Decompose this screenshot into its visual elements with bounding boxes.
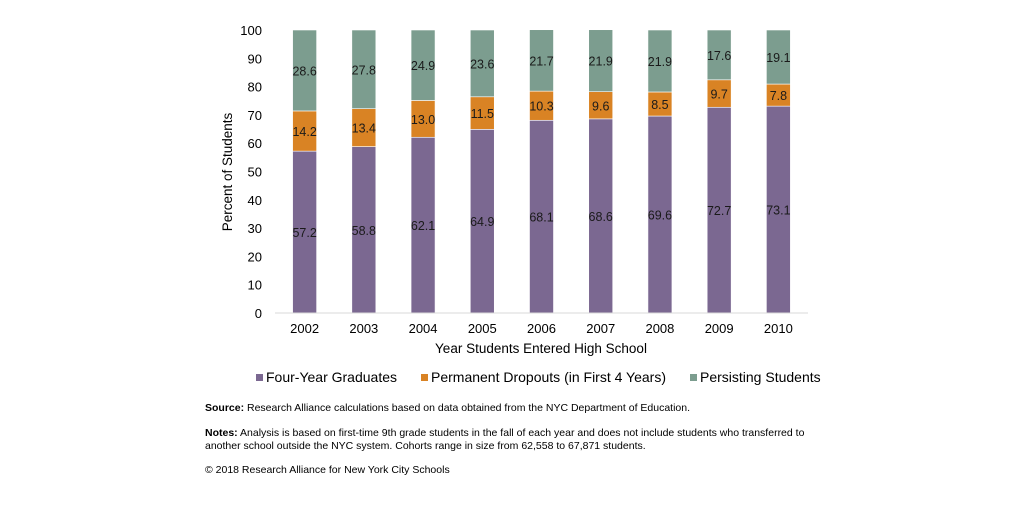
source-label: Source:	[205, 402, 245, 414]
legend: Four-Year Graduates Permanent Dropouts (i…	[256, 369, 845, 385]
notes-text: Analysis is based on first-time 9th grad…	[205, 427, 805, 452]
stacked-bar-chart: 0 10 20 30 40 50 60 70 80 90 100 57.2 14.2 28.6 58.8 1…	[220, 23, 808, 356]
bar-segment	[706, 79, 732, 108]
data-label: 21.7	[529, 54, 553, 68]
data-label: 17.6	[707, 49, 731, 63]
legend-label: Persisting Students	[700, 369, 821, 385]
data-label: 62.1	[411, 219, 435, 233]
data-label: 73.1	[766, 204, 790, 218]
data-label: 23.6	[470, 57, 494, 71]
data-label: 68.1	[529, 211, 553, 225]
bar-segment	[588, 91, 614, 120]
bar-segment	[292, 29, 317, 112]
y-tick-label: 10	[248, 278, 262, 293]
data-label: 27.8	[352, 63, 376, 77]
y-axis-title: Percent of Students	[220, 112, 235, 231]
x-tick-label: 2006	[527, 321, 556, 336]
legend-swatch	[421, 373, 428, 381]
bar-segment	[292, 150, 317, 314]
data-label: 69.6	[648, 209, 672, 223]
data-label: 64.9	[470, 215, 494, 229]
bar-segment	[410, 29, 436, 101]
data-label: 21.9	[648, 55, 672, 69]
y-tick-label: 80	[248, 80, 262, 95]
legend-item: Permanent Dropouts (in First 4 Years)	[421, 369, 666, 385]
data-label: 13.4	[352, 122, 376, 136]
data-label: 9.6	[592, 99, 609, 113]
y-tick-label: 40	[248, 193, 262, 208]
bar-segment	[469, 29, 495, 98]
y-tick-label: 50	[248, 165, 262, 180]
y-tick-label: 30	[248, 221, 262, 236]
data-label: 8.5	[651, 98, 668, 112]
y-tick-label: 100	[240, 23, 262, 38]
bar-segment	[469, 96, 495, 130]
x-tick-label: 2004	[409, 321, 438, 336]
legend-swatch	[690, 373, 697, 381]
source-text: Research Alliance calculations based on …	[244, 402, 691, 414]
legend-label: Permanent Dropouts (in First 4 Years)	[431, 369, 666, 385]
bar-segment	[292, 110, 317, 152]
y-tick-label: 0	[255, 306, 262, 321]
data-label: 10.3	[529, 100, 553, 114]
y-tick-label: 70	[248, 108, 262, 123]
copyright: © 2018 Research Alliance for New York Ci…	[205, 464, 450, 476]
data-label: 68.6	[589, 210, 613, 224]
bar-segment	[647, 115, 673, 314]
bar-segment	[766, 29, 791, 85]
bar-segment	[766, 105, 791, 314]
bar-segment	[410, 100, 436, 138]
data-label: 14.2	[292, 125, 316, 139]
bar-segment	[588, 118, 614, 314]
x-tick-label: 2007	[586, 321, 615, 336]
data-label: 24.9	[411, 59, 435, 73]
bar-segment	[351, 29, 377, 109]
data-label: 11.5	[471, 107, 494, 121]
source-note: Source: Research Alliance calculations b…	[205, 402, 845, 415]
x-tick-label: 2010	[764, 321, 793, 336]
bar-segment	[647, 29, 673, 93]
x-tick-label: 2005	[468, 321, 497, 336]
legend-label: Four-Year Graduates	[266, 369, 397, 385]
legend-item: Persisting Students	[690, 369, 821, 385]
data-label: 21.9	[589, 55, 613, 69]
notes-label: Notes:	[205, 427, 238, 439]
y-tick-label: 60	[248, 136, 262, 151]
data-label: 58.8	[352, 224, 376, 238]
bar-segment	[529, 29, 554, 92]
data-label: 57.2	[292, 226, 316, 240]
data-label: 72.7	[707, 204, 731, 218]
bar-segment	[351, 146, 377, 314]
x-axis-ticks: 2002 2003 2004 2005 2006 2007 2008 2009 2010	[290, 321, 793, 336]
data-label: 7.8	[770, 89, 787, 103]
x-tick-label: 2002	[290, 321, 319, 336]
y-tick-label: 20	[248, 249, 262, 264]
data-label: 9.7	[710, 88, 727, 102]
bar-segment	[351, 108, 377, 147]
notes: Notes: Analysis is based on first-time 9…	[205, 427, 825, 453]
bar-segment	[647, 91, 673, 117]
x-tick-label: 2008	[645, 321, 674, 336]
y-tick-label: 90	[248, 51, 262, 66]
data-label: 28.6	[292, 64, 316, 78]
x-tick-label: 2009	[705, 321, 734, 336]
x-tick-label: 2003	[349, 321, 378, 336]
bar-segment	[588, 29, 614, 92]
x-axis-title: Year Students Entered High School	[435, 341, 647, 356]
bar-segment	[469, 129, 495, 314]
bar-segment	[706, 29, 732, 81]
data-label: 19.1	[766, 51, 790, 65]
y-axis-ticks: 0 10 20 30 40 50 60 70 80 90 100	[240, 23, 262, 321]
bars: 57.2 14.2 28.6 58.8 13.4 27.8 62.1 13.0 24.9 64.9…	[292, 29, 791, 314]
legend-swatch	[256, 373, 263, 381]
data-label: 13.0	[411, 113, 435, 127]
legend-item: Four-Year Graduates	[256, 369, 397, 385]
